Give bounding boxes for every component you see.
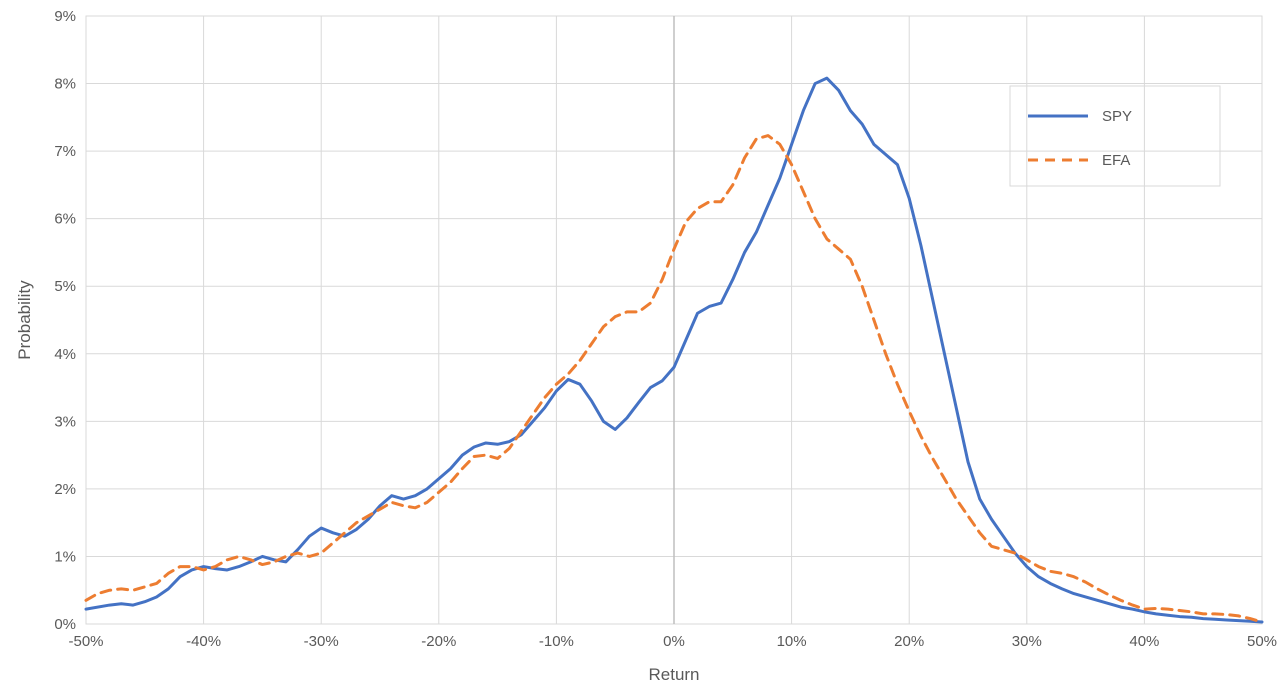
x-tick-label: -20% (421, 633, 456, 650)
y-tick-label: 9% (54, 8, 76, 25)
x-tick-label: 10% (777, 633, 807, 650)
legend-label-spy: SPY (1102, 108, 1132, 125)
x-tick-label: -50% (68, 633, 103, 650)
x-tick-label: 40% (1129, 633, 1159, 650)
x-axis-label: Return (648, 665, 699, 684)
y-tick-label: 2% (54, 481, 76, 498)
x-tick-label: 50% (1247, 633, 1277, 650)
probability-return-chart: 0% 1% 2% 3% 4% 5% 6% 7% 8% 9% -50% -40% -30% -20% -10%… (0, 0, 1280, 698)
legend-label-efa: EFA (1102, 152, 1130, 169)
x-tick-label: 0% (663, 633, 685, 650)
y-tick-label: 8% (54, 76, 76, 93)
x-tick-label: -40% (186, 633, 221, 650)
y-tick-label: 3% (54, 413, 76, 430)
y-tick-label: 5% (54, 278, 76, 295)
y-tick-label: 1% (54, 548, 76, 565)
y-tick-label: 6% (54, 211, 76, 228)
y-tick-label: 0% (54, 616, 76, 633)
legend: SPY EFA (1010, 86, 1220, 186)
x-tick-label: 20% (894, 633, 924, 650)
y-tick-label: 4% (54, 346, 76, 363)
legend-box (1010, 86, 1220, 186)
x-tick-label: -30% (304, 633, 339, 650)
y-tick-label: 7% (54, 143, 76, 160)
x-tick-label: -10% (539, 633, 574, 650)
y-axis-label: Probability (15, 280, 34, 360)
chart-svg: 0% 1% 2% 3% 4% 5% 6% 7% 8% 9% -50% -40% -30% -20% -10%… (0, 0, 1280, 698)
x-tick-label: 30% (1012, 633, 1042, 650)
